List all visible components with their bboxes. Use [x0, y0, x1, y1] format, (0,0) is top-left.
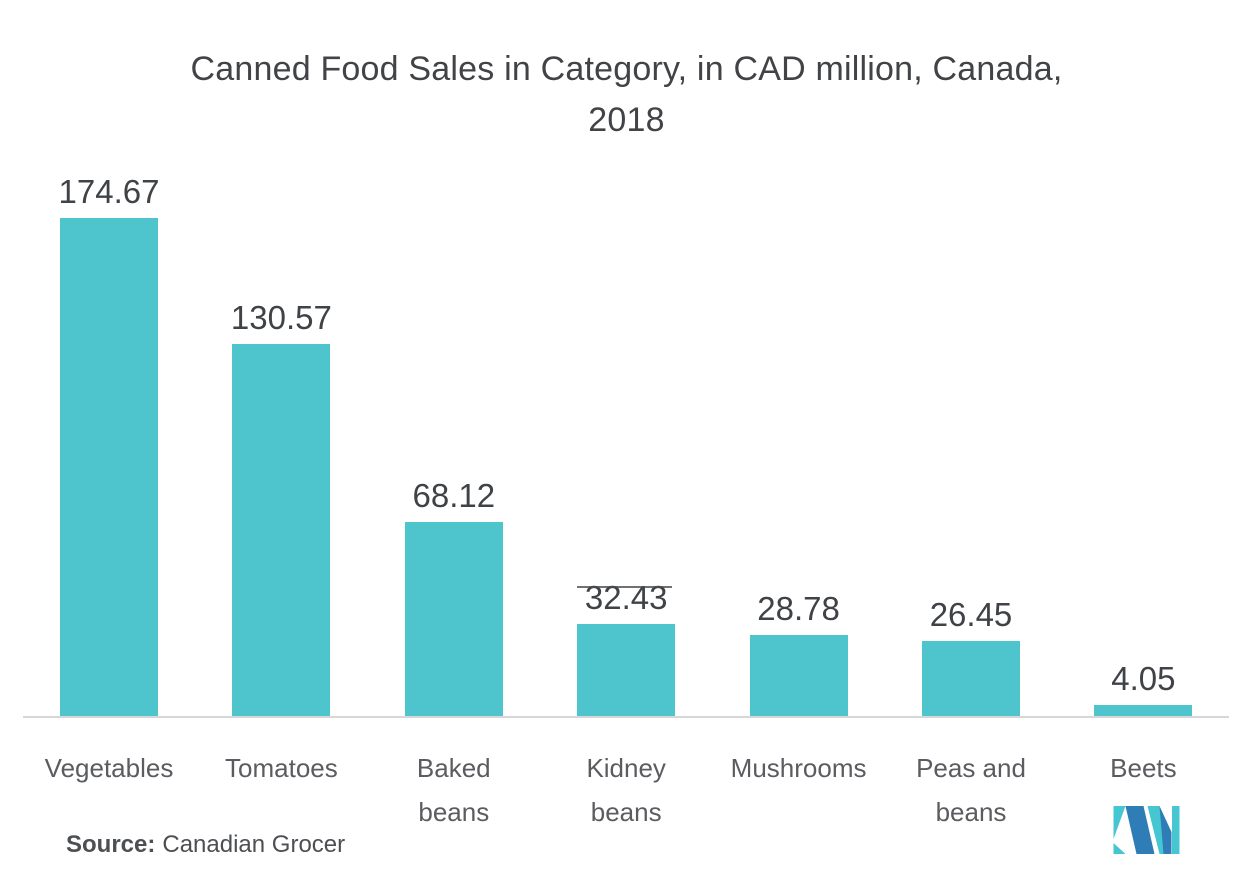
bar-group-vegetables: 174.67 Vegetables: [23, 0, 195, 880]
bar-group-tomatoes: 130.57 Tomatoes: [195, 0, 367, 880]
x-axis-line: [23, 716, 1229, 718]
bar-group-peas-and-beans: 26.45 Peas and beans: [885, 0, 1057, 880]
bar: [749, 635, 848, 717]
source-text: Canadian Grocer: [162, 831, 346, 858]
bar-group-kidney-beans: 32.43 Kidney beans: [540, 0, 712, 880]
bar: [60, 218, 158, 717]
bar: [922, 641, 1020, 717]
bar: [232, 344, 331, 717]
bar-value-label: 130.57: [230, 299, 332, 336]
source-label: Source:: [66, 831, 156, 858]
mordor-intelligence-logo-icon: [1113, 806, 1180, 854]
chart-title-line1: Canned Food Sales in Category, in CAD mi…: [190, 50, 1063, 88]
category-label: Baked beans: [416, 753, 491, 827]
label-strikethrough-artifact: [577, 586, 672, 588]
chart-title: Canned Food Sales in Category, in CAD mi…: [0, 44, 1253, 146]
bar: [577, 624, 676, 717]
bar-value-label: 26.45: [929, 596, 1013, 633]
bar-group-mushrooms: 28.78 Mushrooms: [713, 0, 885, 880]
bar-group-beets: 4.05 Beets: [1057, 0, 1229, 880]
bar-value-label: 32.43: [584, 579, 668, 616]
source-note: Source: Canadian Grocer: [66, 831, 345, 859]
bar-value-label: 68.12: [412, 477, 496, 514]
category-label: Vegetables: [44, 753, 174, 783]
category-label: Mushrooms: [730, 753, 867, 783]
category-label: Peas and beans: [916, 753, 1026, 827]
bar: [1094, 705, 1193, 717]
bar: [404, 522, 503, 717]
category-label: Beets: [1110, 753, 1177, 783]
bar-group-baked-beans: 68.12 Baked beans: [368, 0, 540, 880]
bar-value-label: 28.78: [757, 590, 840, 627]
bar-value-label: 4.05: [1111, 660, 1176, 697]
bar-value-label: 174.67: [58, 173, 160, 210]
category-label: Kidney beans: [586, 753, 666, 827]
category-label: Tomatoes: [225, 753, 338, 783]
chart-title-line2: 2018: [588, 101, 665, 139]
